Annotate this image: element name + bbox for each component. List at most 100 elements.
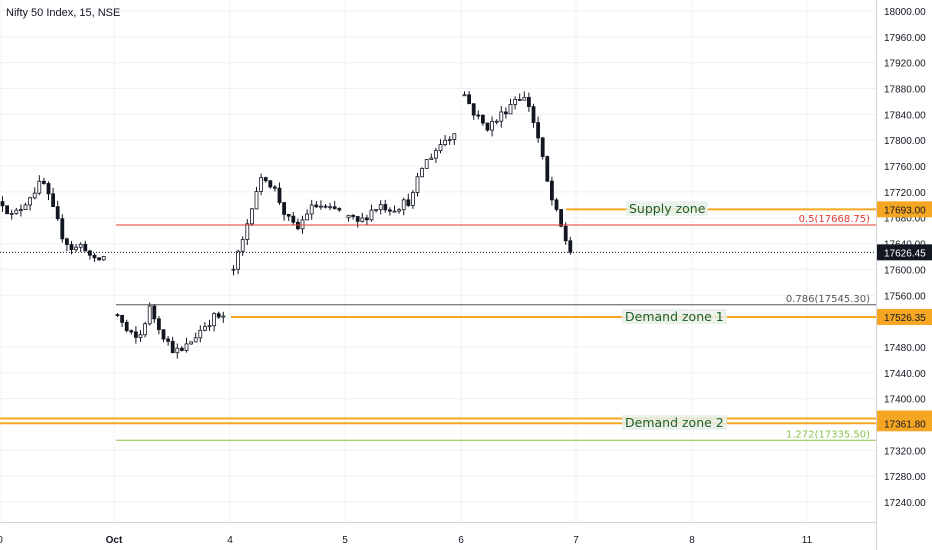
candle <box>245 219 250 246</box>
candle-body <box>156 318 161 331</box>
candle <box>268 180 273 189</box>
candle-body <box>268 180 273 188</box>
candle-body <box>272 186 277 189</box>
candle <box>277 182 282 205</box>
candle <box>355 216 360 228</box>
candle <box>323 204 328 209</box>
candle <box>305 209 310 221</box>
candle-body <box>522 96 527 101</box>
candle <box>480 114 485 126</box>
candle <box>236 249 241 275</box>
candle <box>513 96 517 110</box>
candle <box>527 92 531 112</box>
candle-body <box>318 205 323 208</box>
price-tick-label: 17560.00 <box>884 291 926 302</box>
candle-body <box>143 323 148 336</box>
price-tag: 17526.35 <box>884 313 926 324</box>
candle-body <box>240 239 245 252</box>
chart-title: Nifty 50 Index, 15, NSE <box>6 7 121 19</box>
candle-body <box>170 340 175 354</box>
candle-body <box>452 133 457 140</box>
candle-body <box>568 240 573 253</box>
candle <box>378 200 383 215</box>
candle-body <box>69 244 74 251</box>
candle <box>438 139 443 154</box>
candle-body <box>563 225 568 242</box>
candle <box>207 319 212 331</box>
candle-body <box>202 326 207 331</box>
price-tick-label: 17960.00 <box>884 33 926 44</box>
fib-level-label: 1.272(17335.50) <box>786 429 870 440</box>
candle-body <box>286 213 291 217</box>
candle <box>78 242 83 252</box>
candle <box>286 213 291 222</box>
candle-body <box>462 94 467 97</box>
time-tick-label: Oct <box>106 535 123 546</box>
candle-body <box>133 331 138 338</box>
candle-body <box>175 347 180 354</box>
candle-body <box>536 122 540 139</box>
candle-body <box>355 216 360 222</box>
candle <box>216 311 221 320</box>
candle-body <box>295 221 300 230</box>
candle-body <box>360 217 365 222</box>
candle <box>550 176 554 206</box>
candle-body <box>282 202 287 215</box>
candle <box>545 155 550 183</box>
price-tick-label: 17880.00 <box>884 85 926 96</box>
candle <box>467 90 472 105</box>
price-tag: 17693.00 <box>884 205 926 216</box>
candle-body <box>65 238 69 245</box>
candle <box>198 325 203 343</box>
candle-body <box>179 347 184 351</box>
candle-body <box>503 111 508 115</box>
candle <box>83 240 88 252</box>
candle <box>55 200 60 221</box>
candle-body <box>37 180 42 194</box>
candle-body <box>438 144 443 152</box>
candle <box>170 336 175 354</box>
candle-body <box>263 177 268 182</box>
candle-body <box>5 205 9 215</box>
candle-body <box>161 329 166 340</box>
candle-body <box>337 208 342 211</box>
candle-body <box>83 243 88 252</box>
candle <box>0 196 5 212</box>
price-tick-label: 17680.00 <box>884 214 926 225</box>
candle <box>374 209 379 213</box>
candle <box>240 236 245 256</box>
candle <box>554 197 559 212</box>
candle-body <box>397 209 402 212</box>
candle <box>476 110 481 120</box>
candle <box>369 204 374 222</box>
last-price-tag-bg <box>877 244 932 261</box>
candle <box>420 167 425 178</box>
candle <box>152 304 157 324</box>
candle-body <box>527 96 531 107</box>
candle <box>179 346 184 352</box>
candle <box>447 136 452 145</box>
candle-body <box>152 305 157 320</box>
candle <box>184 337 189 353</box>
fib-level-label: 0.786(17545.30) <box>786 294 870 305</box>
candle <box>499 105 504 128</box>
candle-body <box>328 206 333 209</box>
candle <box>360 212 365 223</box>
candle-body <box>55 206 60 220</box>
candle <box>471 103 476 120</box>
price-tag: 17361.80 <box>884 419 926 430</box>
candle-body <box>305 213 310 221</box>
candle <box>351 214 356 220</box>
candle <box>189 341 194 345</box>
candle <box>23 202 28 210</box>
candle-body <box>236 250 241 270</box>
candle-body <box>42 180 46 184</box>
candle <box>522 91 527 101</box>
candle <box>18 204 23 217</box>
price-tick-label: 17320.00 <box>884 446 926 457</box>
candle-body <box>309 204 314 215</box>
candle-body <box>443 139 448 145</box>
candle <box>138 330 143 342</box>
